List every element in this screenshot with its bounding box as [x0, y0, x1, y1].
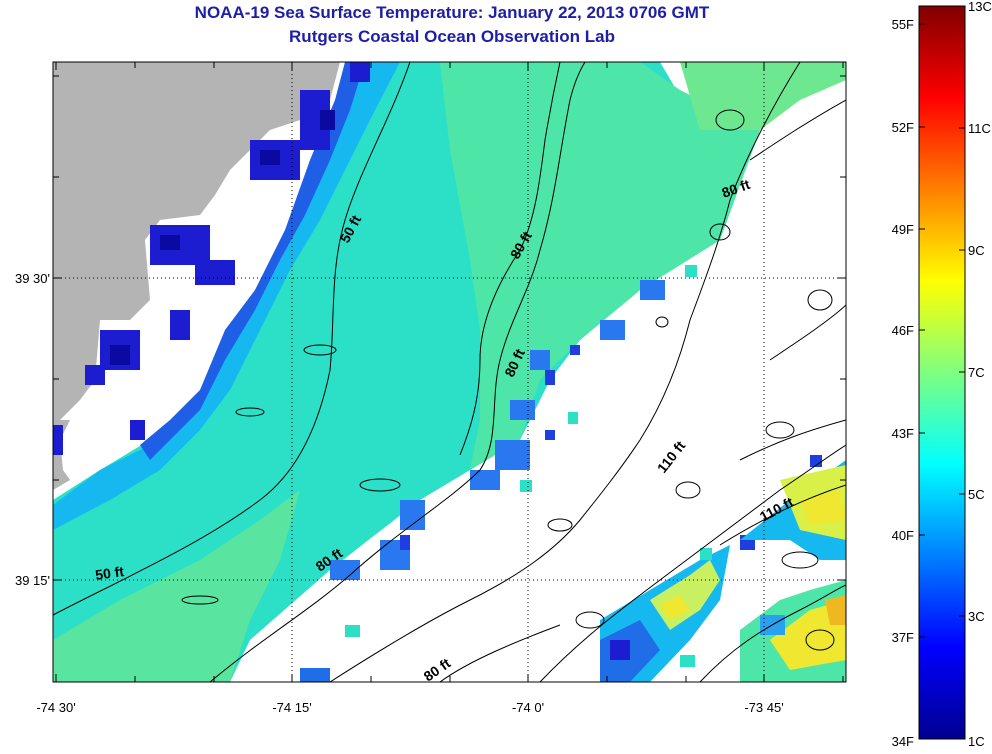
y-tick-label: 39 30'	[15, 271, 50, 286]
sst-field-greener-ne	[680, 62, 846, 130]
land-mass	[53, 62, 340, 420]
sst-nearshore-lightblue	[53, 62, 400, 530]
x-tick-label: -74 30'	[36, 700, 75, 715]
isolated-pixels	[300, 265, 712, 682]
isobath-small-contours	[181, 109, 835, 651]
sst-field-green-south	[53, 490, 300, 682]
map-title: NOAA-19 Sea Surface Temperature: January…	[194, 3, 710, 22]
x-tick-label: -73 45'	[744, 700, 783, 715]
sst-nearshore-blue	[140, 62, 365, 460]
map-subtitle: Rutgers Coastal Ocean Observation Lab	[289, 27, 615, 46]
graticule	[53, 62, 846, 682]
x-tick-label: -74 15'	[272, 700, 311, 715]
coastal-pixels	[53, 62, 370, 455]
axis-ticks	[53, 62, 846, 682]
isobath-contours	[53, 62, 846, 682]
isobath-label: 50 ft	[94, 563, 125, 583]
y-tick-label: 39 15'	[15, 573, 50, 588]
sst-field-green	[440, 62, 760, 470]
x-tick-label: -74 0'	[512, 700, 544, 715]
boundary-pixels	[330, 280, 665, 580]
coastal-pixels-darkest	[110, 110, 335, 365]
